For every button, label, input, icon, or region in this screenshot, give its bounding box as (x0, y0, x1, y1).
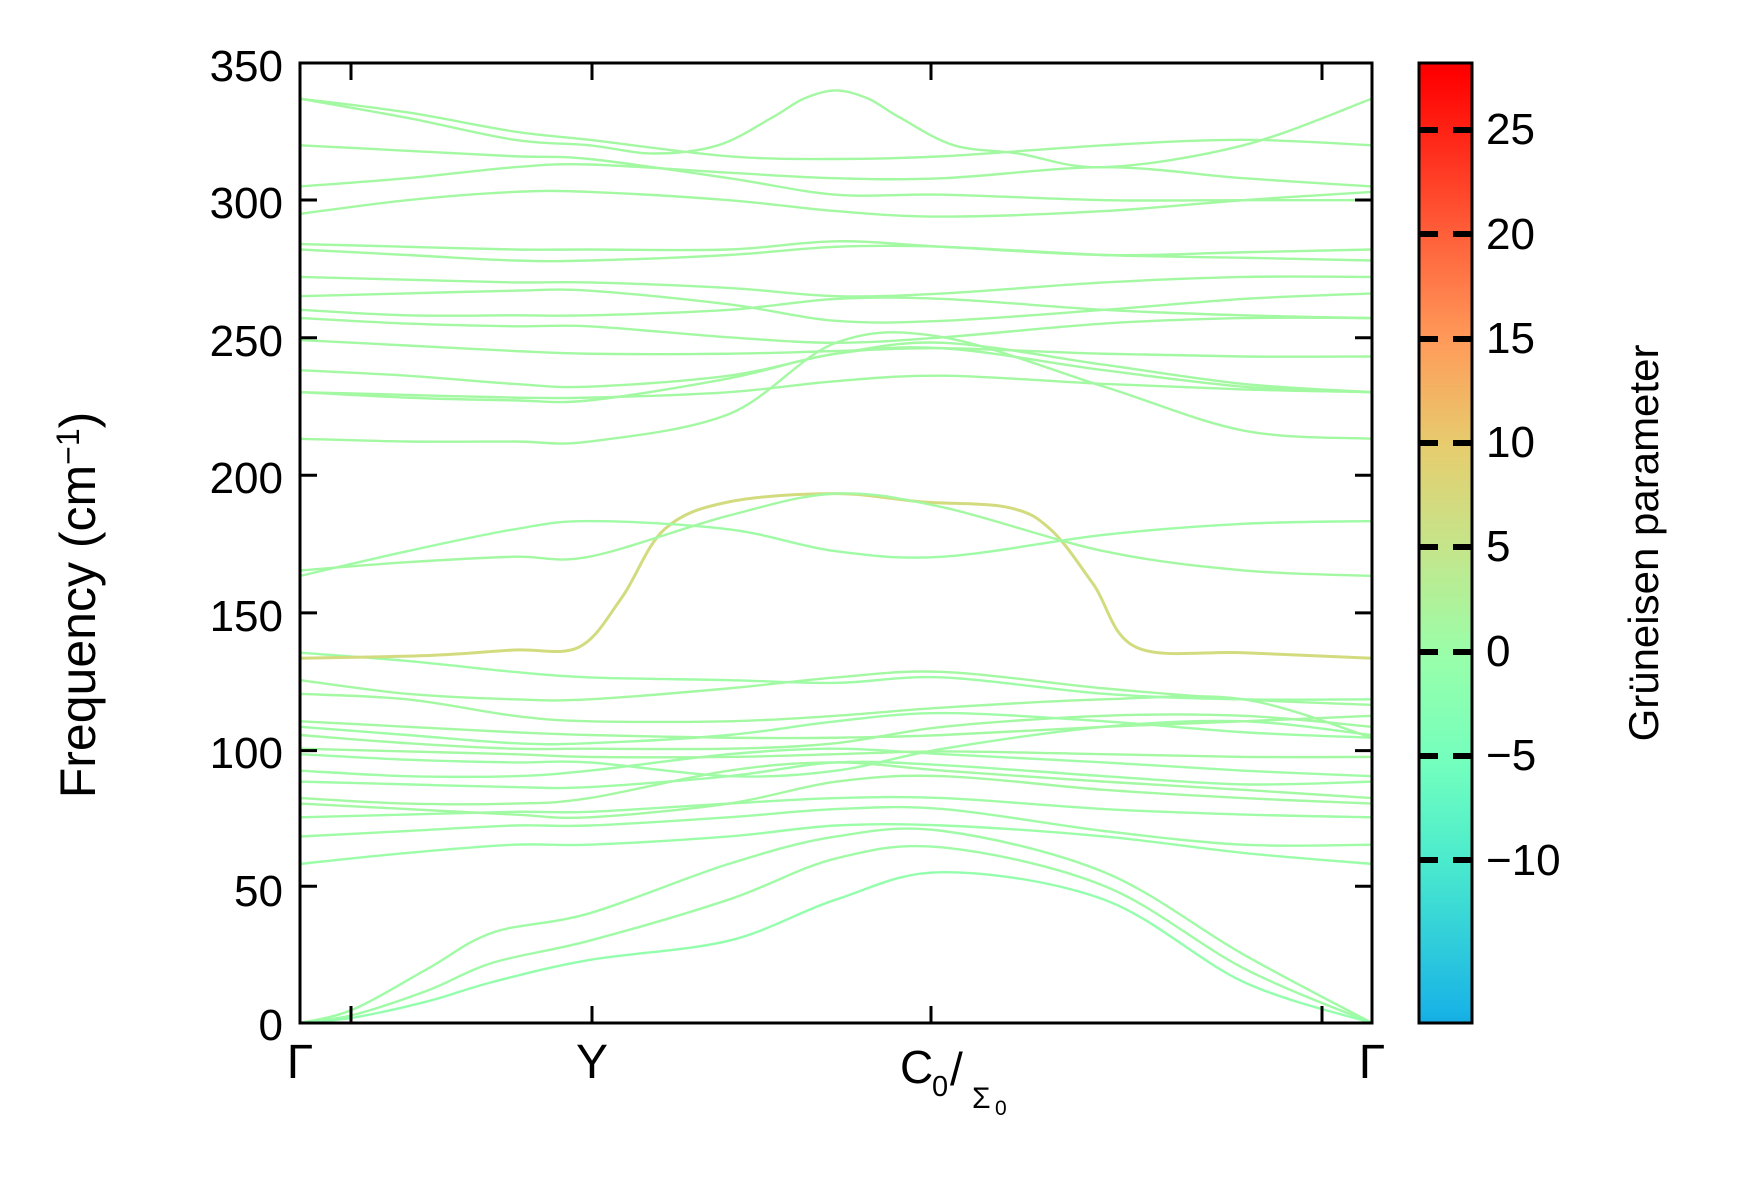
svg-text:/: / (950, 1043, 963, 1095)
svg-text:0: 0 (932, 1071, 948, 1103)
svg-text:300: 300 (210, 179, 283, 228)
svg-text:200: 200 (210, 454, 283, 503)
svg-text:Γ: Γ (1359, 1036, 1385, 1089)
svg-text:25: 25 (1486, 105, 1535, 154)
svg-text:−5: −5 (1486, 731, 1536, 780)
svg-text:Σ: Σ (972, 1082, 991, 1115)
svg-text:10: 10 (1486, 418, 1535, 467)
svg-text:0: 0 (1486, 627, 1510, 676)
svg-text:Γ: Γ (287, 1036, 313, 1089)
svg-text:250: 250 (210, 317, 283, 366)
svg-text:Grüneisen parameter: Grüneisen parameter (1620, 345, 1667, 742)
svg-text:350: 350 (210, 42, 283, 91)
svg-text:150: 150 (210, 592, 283, 641)
svg-text:15: 15 (1486, 314, 1535, 363)
svg-text:100: 100 (210, 729, 283, 778)
svg-text:5: 5 (1486, 522, 1510, 571)
svg-text:20: 20 (1486, 210, 1535, 259)
svg-text:C: C (900, 1041, 933, 1093)
svg-text:Frequency (cm−1): Frequency (cm−1) (50, 412, 106, 799)
svg-text:Y: Y (576, 1036, 608, 1089)
svg-text:−10: −10 (1486, 836, 1561, 885)
svg-text:0: 0 (259, 1001, 283, 1050)
svg-text:50: 50 (234, 867, 283, 916)
svg-text:0: 0 (995, 1097, 1007, 1120)
